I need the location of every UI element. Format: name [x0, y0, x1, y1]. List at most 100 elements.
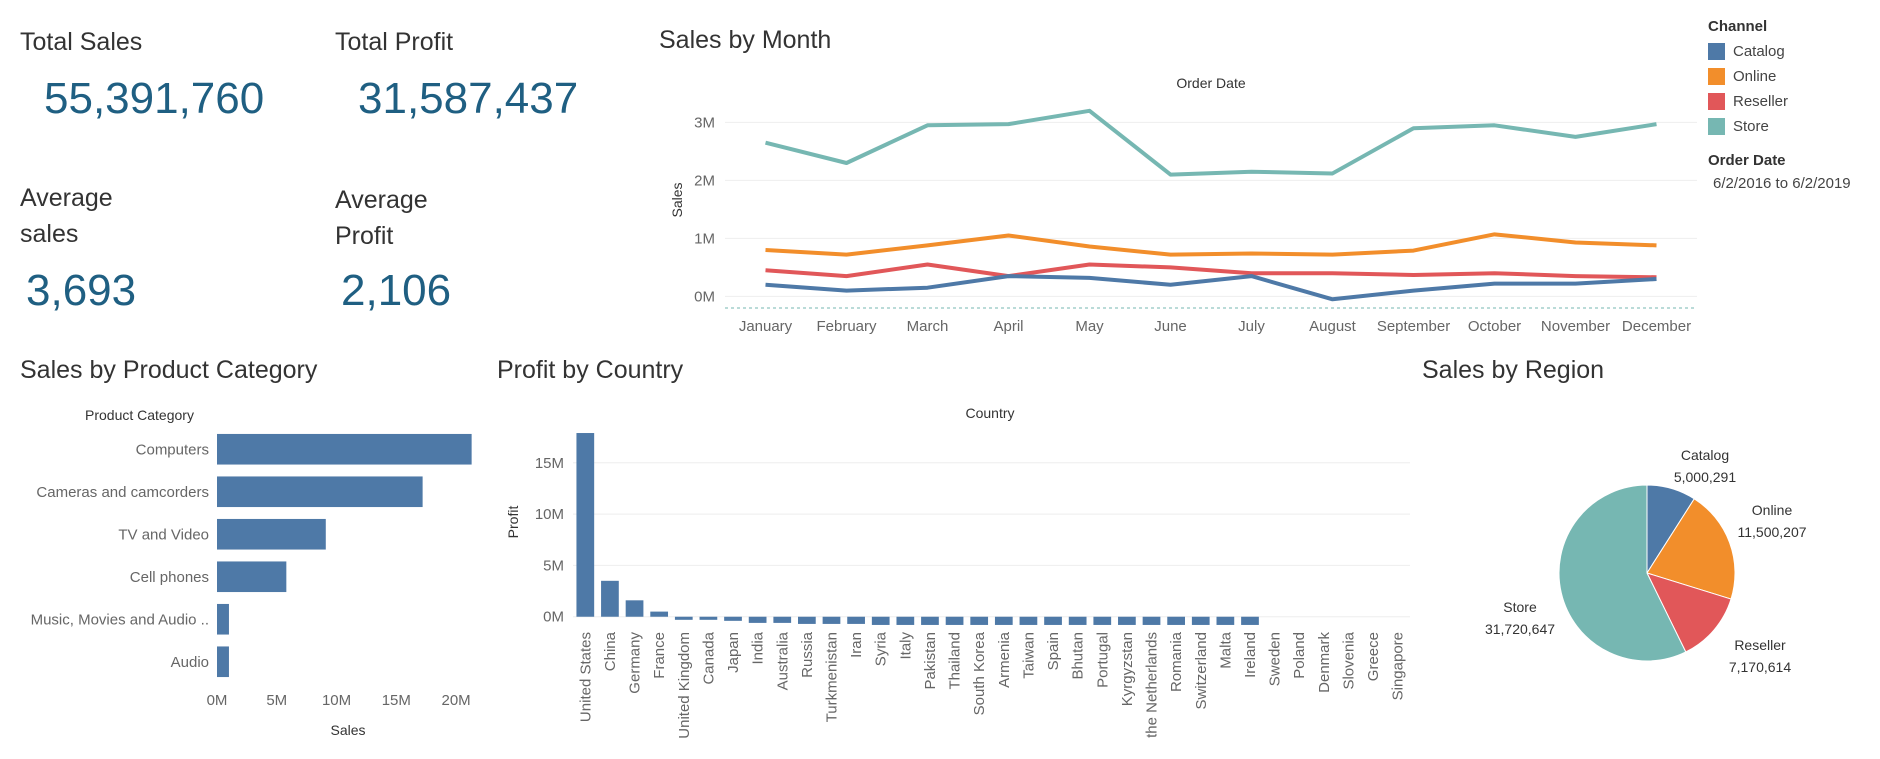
country-bar[interactable] — [601, 580, 619, 617]
country-label: Iran — [848, 632, 865, 658]
legend-item-catalog[interactable]: Catalog — [1708, 39, 1788, 64]
sales-by-product-category-title: Sales by Product Category — [20, 356, 318, 384]
country-label: Russia — [799, 631, 816, 678]
country-bar[interactable] — [1191, 616, 1210, 625]
average-profit-value: 2,106 — [341, 266, 452, 315]
sales-by-month-chart: 0M 1M 2M 3M January February March April May June… — [694, 108, 1697, 335]
country-label: Japan — [725, 632, 742, 673]
category-x-tick: 10M — [322, 692, 351, 709]
country-label: India — [750, 631, 767, 664]
country-bar[interactable] — [1167, 616, 1185, 625]
country-label: Portugal — [1094, 632, 1111, 688]
country-bar[interactable] — [699, 616, 718, 620]
country-bar[interactable] — [994, 616, 1013, 625]
average-profit-label-line2: Profit — [335, 222, 394, 250]
country-label: Spain — [1045, 632, 1062, 670]
pie-slice-reseller[interactable] — [1646, 572, 1732, 653]
country-bar[interactable] — [1068, 616, 1087, 625]
country-bar[interactable] — [945, 616, 964, 625]
country-label: Malta — [1217, 631, 1234, 668]
line-x-tick: November — [1541, 318, 1610, 335]
line-series-store[interactable] — [765, 108, 1657, 177]
category-label: Music, Movies and Audio .. — [31, 611, 209, 628]
country-bar[interactable] — [798, 616, 816, 624]
pie-slice-online[interactable] — [1646, 498, 1736, 600]
country-label: Switzerland — [1193, 632, 1210, 710]
country-bar[interactable] — [822, 616, 841, 624]
country-bar[interactable] — [847, 616, 865, 624]
country-label: Italy — [897, 632, 914, 660]
country-bar[interactable] — [724, 616, 742, 621]
legend-item-store[interactable]: Store — [1708, 114, 1788, 139]
country-bar[interactable] — [625, 600, 644, 617]
filter-value[interactable]: 6/2/2016 to 6/2/2019 — [1713, 175, 1851, 192]
total-profit-label: Total Profit — [335, 28, 454, 56]
country-label: United States — [577, 632, 594, 722]
country-bar[interactable] — [896, 616, 915, 625]
country-bar[interactable] — [1093, 616, 1112, 625]
line-y-tick: 1M — [694, 230, 715, 247]
country-bar[interactable] — [576, 433, 595, 617]
line-chart-ylabel: Sales — [669, 182, 685, 217]
order-date-filter[interactable]: Order Date 6/2/2016 to 6/2/2019 — [1708, 152, 1851, 192]
country-bar[interactable] — [1142, 616, 1161, 625]
country-label: Sweden — [1267, 632, 1284, 686]
line-x-tick: December — [1622, 318, 1691, 335]
legend-item-reseller[interactable]: Reseller — [1708, 89, 1788, 114]
legend-swatch-store — [1708, 118, 1725, 135]
total-sales-value: 55,391,760 — [44, 74, 265, 123]
country-bar[interactable] — [1118, 616, 1136, 625]
line-series-catalog[interactable] — [765, 274, 1657, 302]
country-y-tick: 10M — [535, 506, 564, 523]
category-label: TV and Video — [118, 526, 209, 543]
category-bar[interactable] — [217, 646, 229, 678]
line-chart-header: Order Date — [1176, 75, 1245, 91]
sales-by-product-category-chart: Computers Cameras and camcorders TV and Vi… — [31, 433, 472, 709]
country-chart-ylabel: Profit — [505, 506, 521, 539]
line-x-tick: June — [1154, 318, 1187, 335]
sales-by-region-title: Sales by Region — [1422, 356, 1605, 384]
country-label: Slovenia — [1340, 631, 1357, 689]
country-bar[interactable] — [921, 616, 939, 625]
line-x-tick: October — [1468, 318, 1521, 335]
country-label: Greece — [1365, 632, 1382, 681]
country-label: South Korea — [971, 631, 988, 715]
country-label: Pakistan — [922, 632, 939, 690]
category-bar[interactable] — [217, 603, 229, 635]
channel-legend: Channel Catalog Online Reseller Store — [1708, 18, 1788, 139]
line-x-tick: September — [1377, 318, 1450, 335]
legend-item-online[interactable]: Online — [1708, 64, 1788, 89]
category-bar[interactable] — [217, 433, 472, 465]
sales-by-month-title: Sales by Month — [659, 26, 832, 54]
line-series-reseller[interactable] — [765, 262, 1657, 280]
line-x-tick: May — [1075, 318, 1104, 335]
category-bar[interactable] — [217, 561, 287, 593]
legend-swatch-online — [1708, 68, 1725, 85]
country-label: Poland — [1291, 632, 1308, 679]
category-bar[interactable] — [217, 476, 423, 508]
country-bar[interactable] — [773, 616, 792, 623]
country-bar[interactable] — [1216, 616, 1235, 625]
profit-by-country-chart: 0M 5M 10M 15M United States China Germany Franc… — [535, 433, 1410, 739]
category-x-tick: 5M — [266, 692, 287, 709]
country-bar[interactable] — [748, 616, 767, 623]
country-bar[interactable] — [871, 616, 890, 625]
average-sales-label-line2: sales — [20, 220, 79, 248]
pie-slice-store[interactable] — [1558, 484, 1687, 662]
country-bar[interactable] — [1241, 616, 1259, 625]
line-x-tick: July — [1238, 318, 1265, 335]
country-bar[interactable] — [1019, 616, 1038, 625]
country-bar[interactable] — [1044, 616, 1062, 625]
country-bar[interactable] — [650, 611, 669, 617]
average-profit-label-line1: Average — [335, 186, 428, 214]
average-sales-label-line1: Average — [20, 184, 113, 212]
line-y-tick: 2M — [694, 172, 715, 189]
total-profit-value: 31,587,437 — [358, 74, 579, 123]
category-bar[interactable] — [217, 518, 326, 550]
country-label: Romania — [1168, 631, 1185, 692]
line-series-online[interactable] — [765, 232, 1657, 257]
country-bar[interactable] — [970, 616, 989, 625]
pie-value-reseller: 7,170,614 — [1729, 659, 1791, 675]
country-bar[interactable] — [674, 616, 693, 620]
